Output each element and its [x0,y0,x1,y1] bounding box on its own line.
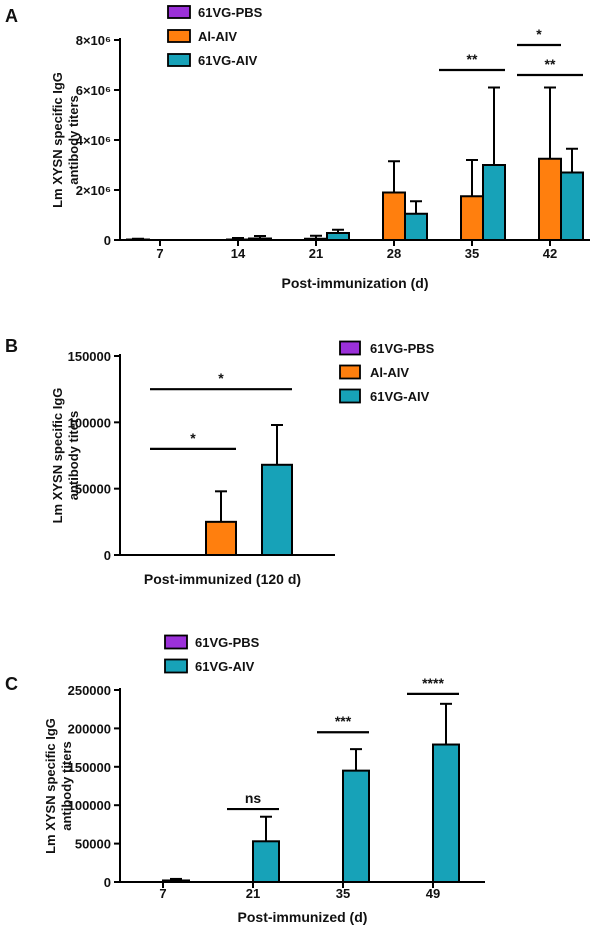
significance-label: ** [467,51,478,67]
y-tick-label: 150000 [68,760,111,775]
significance-label: * [536,26,542,42]
x-axis-label: Post-immunized (120 d) [144,571,301,587]
significance-label: * [218,370,224,386]
bar [326,232,350,241]
panel-letter: C [5,674,18,694]
panel-c-chart: C Lm XYSN specific IgG antibody titers 0 500… [5,634,485,925]
bar [460,195,484,241]
y-tick-label: 50000 [75,837,111,852]
legend-swatch [339,388,361,404]
legend-label: 61VG-AIV [195,659,255,674]
y-axis-label: antibody titers [66,411,81,501]
bar [538,157,562,241]
x-tick-label: 28 [387,246,401,261]
bar [226,238,250,241]
y-axis-label: Lm XYSN specific IgG [43,718,58,854]
legend-label: 61VG-PBS [370,341,435,356]
y-axis-label: antibody titers [59,741,74,831]
legend-swatch [164,658,188,674]
y-tick-label: 100000 [68,798,111,813]
y-tick-label: 4×10⁶ [76,133,111,148]
legend-label: 61VG-PBS [195,635,260,650]
y-axis-label: Lm XYSN specific IgG [50,388,65,524]
y-axis-label: antibody titers [66,95,81,185]
y-tick-label: 250000 [68,683,111,698]
bar [261,463,293,556]
y-tick-label: 0 [104,875,111,890]
y-tick-label: 0 [104,233,111,248]
legend-swatch [164,634,188,650]
y-tick-label: 6×10⁶ [76,83,111,98]
bar [205,520,237,556]
legend-label: 61VG-PBS [198,5,263,20]
x-tick-label: 35 [465,246,479,261]
x-axis-label: Post-immunization (d) [282,275,429,291]
y-tick-label: 100000 [68,415,111,430]
significance-label: *** [335,713,352,729]
legend-label: Al-AIV [198,29,237,44]
x-tick-label: 42 [543,246,557,261]
y-axis-label: Lm XYSN specific IgG [50,72,65,208]
bar [252,840,280,884]
legend-swatch [167,5,191,19]
legend-swatch [339,364,361,380]
y-tick-label: 2×10⁶ [76,183,111,198]
legend-label: Al-AIV [370,365,409,380]
legend-swatch [339,340,361,356]
legend-label: 61VG-AIV [370,389,430,404]
y-tick-label: 8×10⁶ [76,33,111,48]
panel-a-chart: A Lm XYSN specific IgG antibody titers 0 2×1… [5,5,590,291]
significance-label: * [190,430,196,446]
x-axis-label: Post-immunized (d) [238,909,368,925]
bar [560,171,584,241]
significance-label: ns [245,790,262,806]
y-tick-label: 0 [104,548,111,563]
x-tick-label: 7 [159,886,166,901]
panel-letter: A [5,6,18,26]
panel-b-chart: B Lm XYSN specific IgG antibody titers 0 500… [5,336,435,587]
y-tick-label: 50000 [75,482,111,497]
bar [162,879,190,883]
bar [482,164,506,241]
x-tick-label: 35 [336,886,350,901]
bar [382,191,406,241]
panel-letter: B [5,336,18,356]
bar [248,237,272,241]
bar [404,212,428,241]
y-tick-label: 150000 [68,349,111,364]
legend-swatch [167,29,191,43]
x-tick-label: 21 [309,246,323,261]
x-tick-label: 7 [156,246,163,261]
y-tick-label: 200000 [68,721,111,736]
significance-label: **** [422,675,444,691]
significance-label: ** [545,56,556,72]
x-tick-label: 21 [246,886,260,901]
bar [304,237,328,241]
bar [432,743,460,884]
x-tick-label: 49 [426,886,440,901]
x-tick-label: 14 [231,246,246,261]
bar [342,769,370,884]
legend-label: 61VG-AIV [198,53,258,68]
legend-swatch [167,53,191,67]
